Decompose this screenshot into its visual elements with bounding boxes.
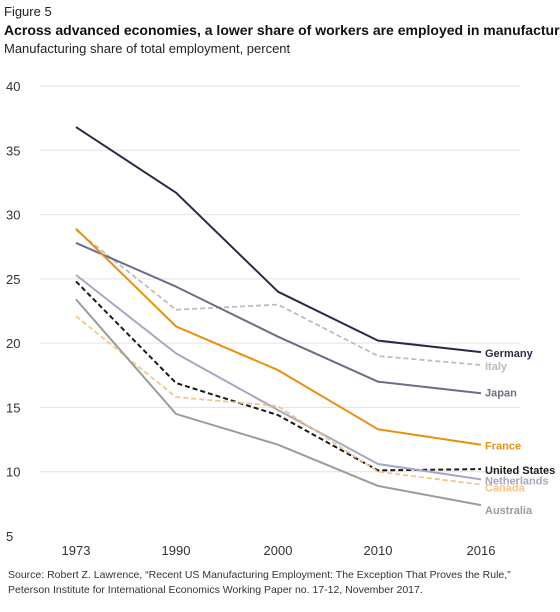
x-tick-label: 2000 bbox=[264, 543, 293, 558]
series-label-japan: Japan bbox=[485, 387, 517, 399]
x-tick-label: 1973 bbox=[62, 543, 91, 558]
chart-title: Across advanced economies, a lower share… bbox=[4, 22, 560, 38]
line-chart: 5 10 15 20 25 30 35 40 1973 1990 2000 2010 2016 Ger… bbox=[6, 79, 555, 558]
source-note: Source: Robert Z. Lawrence, “Recent US M… bbox=[8, 568, 556, 598]
y-tick-label: 10 bbox=[6, 465, 20, 480]
figure-label: Figure 5 bbox=[4, 4, 52, 19]
series-line-canada bbox=[75, 315, 482, 486]
series-label-australia: Australia bbox=[485, 505, 533, 517]
x-tick-label: 1990 bbox=[162, 543, 191, 558]
series-line-netherlands bbox=[75, 274, 482, 481]
x-tick-label: 2010 bbox=[364, 543, 393, 558]
series-line-germany bbox=[75, 126, 482, 354]
y-tick-label: 35 bbox=[6, 143, 20, 158]
series-line-italy bbox=[75, 229, 482, 366]
y-tick-label: 40 bbox=[6, 79, 20, 94]
y-tick-label: 5 bbox=[6, 529, 13, 544]
series-line-japan bbox=[75, 241, 482, 395]
series-label-germany: Germany bbox=[485, 348, 534, 360]
y-axis-ticks: 5 10 15 20 25 30 35 40 bbox=[6, 79, 20, 544]
y-tick-label: 15 bbox=[6, 400, 20, 415]
series-lines bbox=[75, 126, 482, 507]
x-axis-ticks: 1973 1990 2000 2010 2016 bbox=[62, 543, 496, 558]
series-label-netherlands: Netherlands bbox=[485, 475, 549, 487]
source-line: Peterson Institute for International Eco… bbox=[8, 584, 423, 596]
series-label-france: France bbox=[485, 441, 521, 453]
source-line: Source: Robert Z. Lawrence, “Recent US M… bbox=[8, 569, 511, 581]
series-line-australia bbox=[75, 298, 482, 507]
chart-subtitle: Manufacturing share of total employment,… bbox=[4, 41, 291, 56]
y-tick-label: 30 bbox=[6, 208, 20, 223]
x-tick-label: 2016 bbox=[467, 543, 496, 558]
y-tick-label: 25 bbox=[6, 272, 20, 287]
series-label-canada: Canada bbox=[485, 483, 526, 495]
series-label-united-states: United States bbox=[485, 465, 555, 477]
series-label-italy: Italy bbox=[485, 361, 508, 373]
y-tick-label: 20 bbox=[6, 336, 20, 351]
series-line-france bbox=[75, 227, 482, 446]
series-line-united-states bbox=[75, 280, 482, 472]
gridlines bbox=[40, 85, 520, 473]
